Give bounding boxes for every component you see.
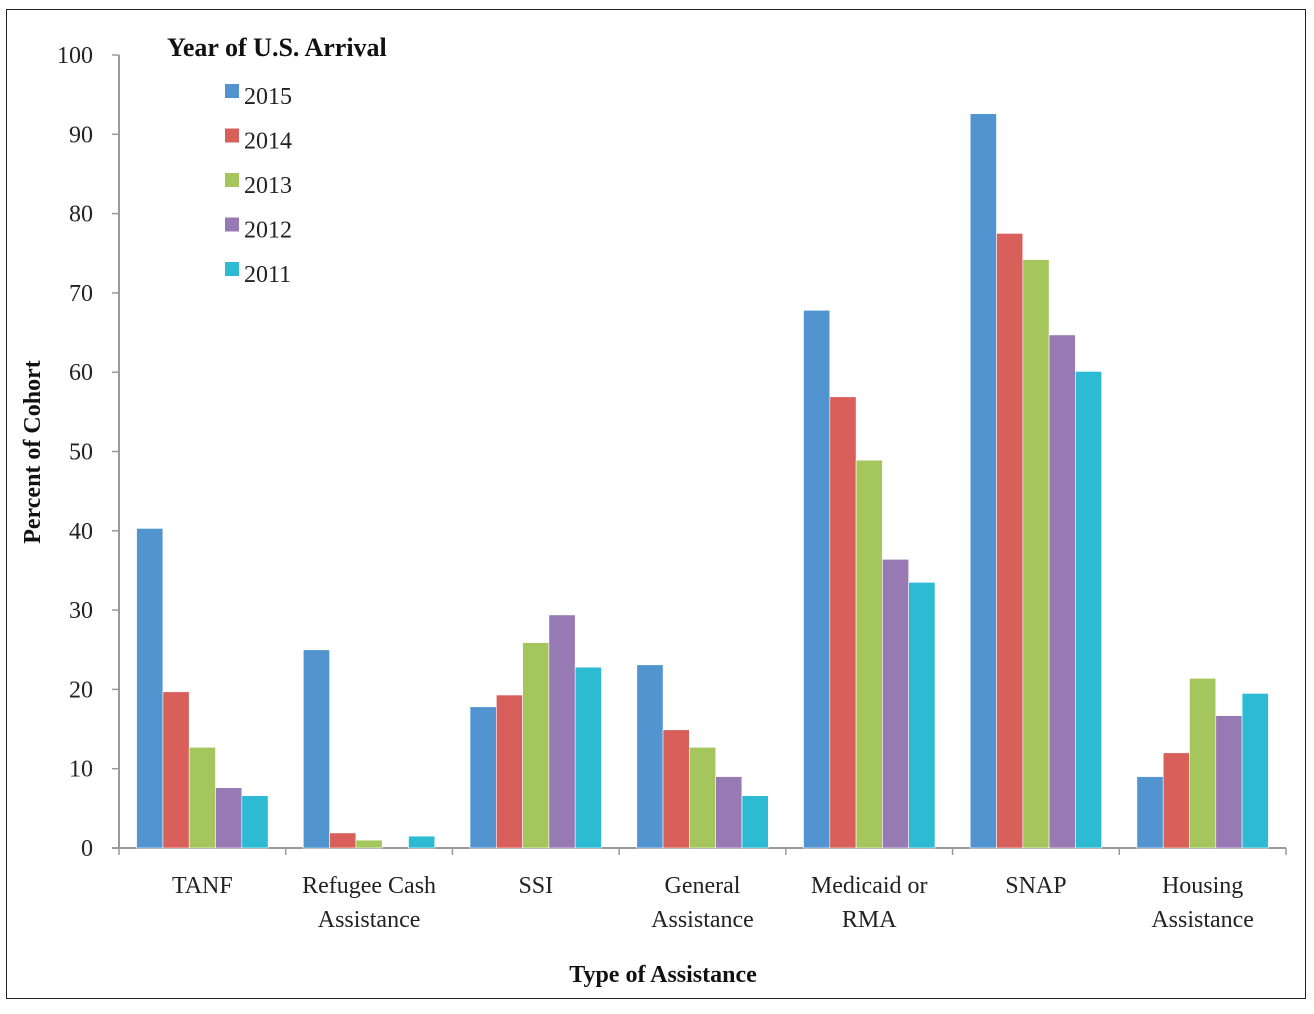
y-tick-label: 60 [69,360,93,386]
legend-label-2012: 2012 [244,218,292,244]
bar-2011-housing-assistance [1241,693,1269,849]
bars [136,113,1269,849]
legend-label-2013: 2013 [244,173,292,199]
bar-2014-general-assistance [662,729,690,849]
legend-title: Year of U.S. Arrival [167,33,387,62]
x-category-label: Medicaid or RMA [811,873,928,933]
x-category-label: SNAP [1005,873,1066,899]
bar-2015-refugee-cash-assistance [302,649,330,849]
bar-2011-tanf [241,795,269,849]
legend-swatch-2013 [225,173,239,187]
x-category-label: Refugee Cash Assistance [302,873,436,933]
bar-2015-ssi [469,706,497,849]
bar-2012-housing-assistance [1215,715,1243,849]
bar-2015-general-assistance [636,664,664,849]
x-category-label: SSI [518,873,553,899]
bar-2011-general-assistance [741,795,769,849]
y-tick-label: 30 [69,598,93,624]
y-tick-label: 90 [69,122,93,148]
x-category-label: Housing Assistance [1151,873,1254,933]
bar-2014-tanf [162,691,190,849]
y-tick-label: 50 [69,440,93,466]
legend-swatch-2014 [225,128,239,143]
bar-2012-snap [1048,334,1076,849]
legend-label-2015: 2015 [244,84,292,110]
x-category-label: General Assistance [651,873,754,933]
bar-2014-refugee-cash-assistance [329,832,357,849]
legend-swatch-2011 [225,262,239,276]
legend-swatch-2012 [225,217,239,232]
bar-2015-medicaid-or-rma [803,309,831,849]
legend-label-2014: 2014 [244,129,292,155]
y-axis-title: Percent of Cohort [20,360,46,544]
x-axis-title: Type of Assistance [569,962,757,988]
bar-2013-general-assistance [689,746,717,849]
bar-2014-medicaid-or-rma [829,396,857,849]
legend-label-2011: 2011 [244,262,291,288]
bar-2012-tanf [215,787,243,849]
x-category-label: TANF [172,873,233,899]
y-tick-label: 10 [69,757,93,783]
legend-swatch-2015 [225,84,239,98]
bar-2014-ssi [495,694,523,849]
bar-2015-snap [969,113,997,849]
bar-2013-refugee-cash-assistance [355,839,383,849]
y-axis: 0 10 20 30 40 50 60 70 80 90 100 [57,43,120,862]
x-axis: TANF Refugee Cash Assistance SSI General Assi… [112,847,1287,933]
bar-2011-ssi [574,666,602,849]
y-tick-label: 80 [69,202,93,228]
bar-2012-general-assistance [715,776,743,849]
y-tick-label: 0 [81,836,93,862]
bar-2013-housing-assistance [1189,677,1217,849]
bar-2013-tanf [188,746,216,849]
bar-2012-medicaid-or-rma [882,558,910,849]
legend: Year of U.S. Arrival 2015 2014 2013 2012 201… [167,33,387,288]
bar-2014-snap [996,233,1024,849]
bar-2013-medicaid-or-rma [855,459,883,849]
bar-2011-snap [1075,371,1103,849]
y-tick-label: 20 [69,677,93,703]
bar-2012-ssi [548,614,576,849]
bar-2015-tanf [136,528,164,849]
bar-2013-snap [1022,259,1050,849]
bar-2011-medicaid-or-rma [908,581,936,849]
y-tick-label: 100 [57,43,93,69]
y-tick-label: 40 [69,519,93,545]
bar-2015-housing-assistance [1136,776,1164,849]
bar-2011-refugee-cash-assistance [408,835,436,849]
bar-2014-housing-assistance [1162,752,1190,849]
y-tick-label: 70 [69,281,93,307]
bar-2013-ssi [522,642,550,849]
